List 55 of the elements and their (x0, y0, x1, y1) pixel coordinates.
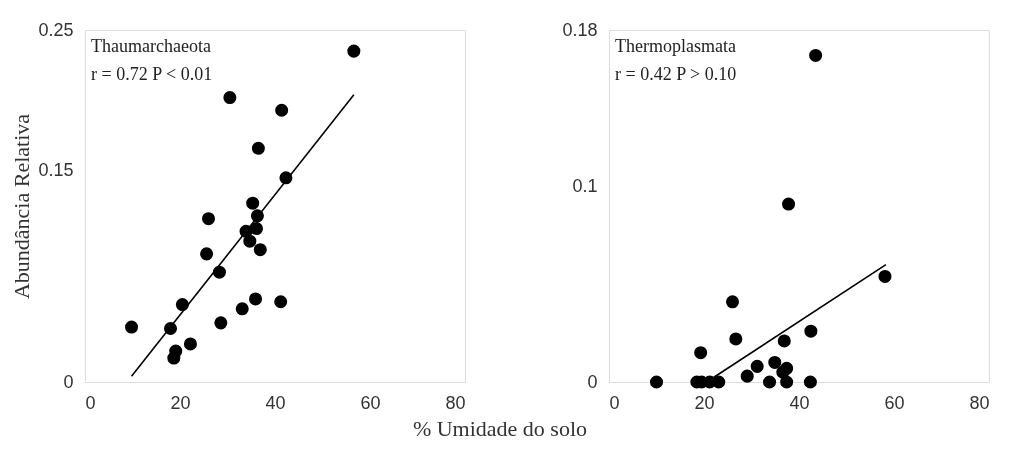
point (804, 324, 818, 338)
point (712, 375, 726, 389)
annotation: r = 0.42 P > 0.10 (615, 64, 737, 84)
point (729, 332, 743, 346)
point (275, 103, 289, 117)
point (803, 375, 817, 389)
x-tick-label: 40 (265, 392, 286, 413)
point (649, 375, 664, 389)
x-tick-label: 40 (789, 392, 810, 413)
x-tick-label: 60 (884, 392, 905, 413)
x-tick-label: 20 (694, 392, 715, 413)
y-tick-label: 0 (587, 371, 598, 392)
x-tick-label: 20 (170, 392, 191, 413)
point (249, 222, 263, 236)
point (243, 234, 257, 248)
point (246, 196, 260, 210)
point (249, 292, 263, 306)
point (763, 375, 777, 389)
y-tick-label: 0.1 (572, 175, 598, 196)
point (167, 351, 181, 365)
point (253, 243, 267, 257)
point (740, 369, 754, 383)
x-tick-label: 80 (969, 392, 990, 413)
point (201, 212, 216, 226)
point (274, 295, 288, 309)
point (214, 316, 228, 330)
x-tick-label: 0 (609, 392, 620, 413)
y-tick-label: 0.25 (38, 19, 74, 40)
y-axis-title: Abundância Relativa (9, 113, 35, 300)
point (750, 359, 764, 373)
x-tick-label: 80 (445, 392, 466, 413)
point (809, 48, 823, 62)
y-tick-label: 0 (63, 371, 74, 392)
point (183, 337, 197, 351)
point (251, 141, 265, 155)
point (777, 334, 791, 348)
x-tick-label: 0 (85, 392, 96, 413)
point (125, 320, 139, 334)
annotation: Thermoplasmata (615, 36, 736, 56)
x-axis-title: % Umidade do solo (412, 415, 588, 441)
point (768, 355, 782, 369)
x-tick-label: 60 (360, 392, 381, 413)
point (878, 269, 892, 283)
point (782, 197, 796, 211)
annotation: r = 0.72 P < 0.01 (91, 64, 213, 84)
point (200, 247, 214, 261)
point (235, 302, 249, 316)
point (780, 375, 794, 389)
point (725, 295, 740, 309)
y-tick-label: 0.15 (38, 160, 74, 181)
annotation: Thaumarchaeota (91, 36, 211, 56)
point (347, 44, 361, 58)
point (694, 346, 708, 360)
point (223, 91, 237, 105)
y-tick-label: 0.18 (562, 19, 598, 40)
